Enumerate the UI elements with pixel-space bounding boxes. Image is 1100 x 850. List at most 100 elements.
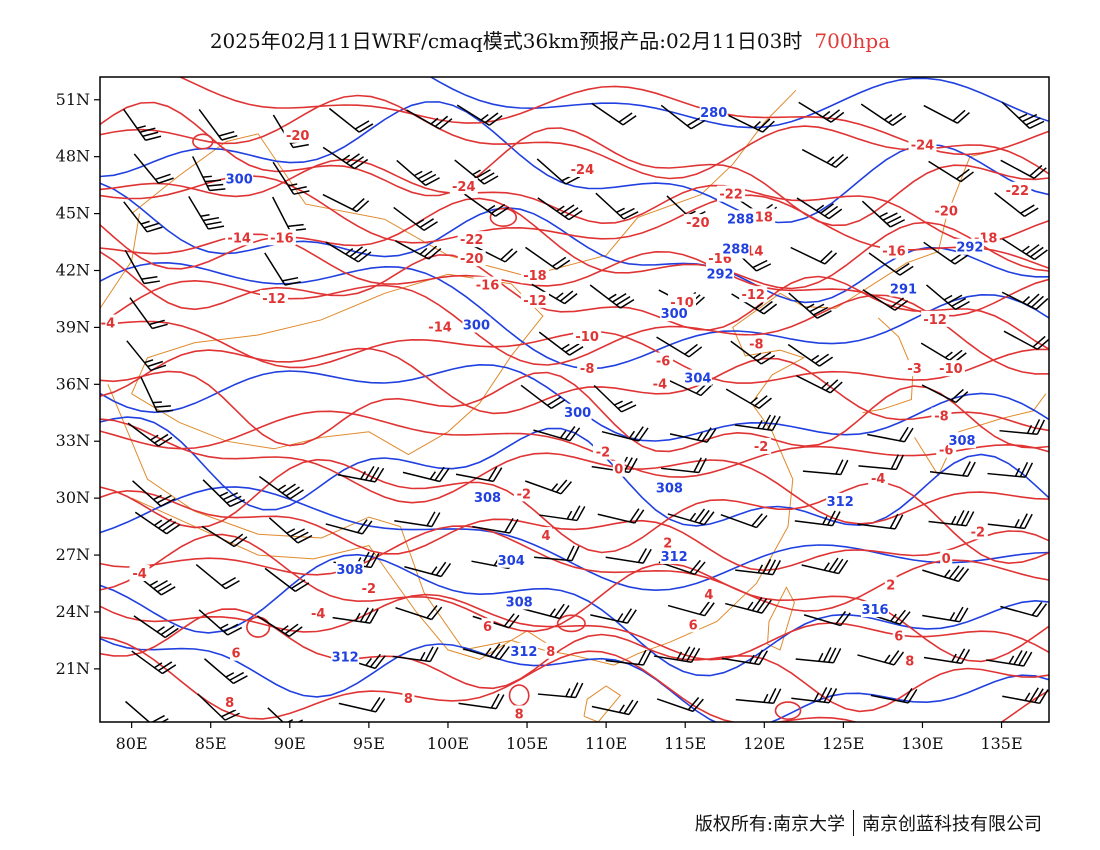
wind-barb <box>396 159 440 186</box>
lon-tick-label: 110E <box>585 734 627 753</box>
wind-barb-feather <box>638 427 649 442</box>
contour-label-bg <box>449 178 478 195</box>
wind-barb-feather <box>886 215 902 225</box>
wind-barb <box>669 427 717 443</box>
temperature-label: -2 <box>754 440 768 455</box>
wind-barb-shaft <box>328 107 360 133</box>
wind-barb-feather <box>888 650 900 665</box>
plot-frame <box>99 76 1050 723</box>
height-label: 308 <box>506 595 533 610</box>
wind-barb-feather <box>949 349 963 361</box>
wind-barb <box>404 561 452 578</box>
wind-barb-shaft <box>325 523 363 535</box>
wind-barb-feather <box>820 203 834 214</box>
temperature-label: -16 <box>270 231 294 246</box>
wind-barb-feather <box>827 647 837 663</box>
contour-label-bg <box>683 369 712 386</box>
temperature-label: 6 <box>483 620 492 635</box>
wind-barb-feather <box>429 647 439 662</box>
wind-barb-feather <box>758 397 772 409</box>
lon-tick-label: 115E <box>664 734 706 753</box>
wind-barb-shaft <box>1000 605 1038 618</box>
wind-barb <box>735 688 782 704</box>
wind-barb-feather <box>143 280 160 285</box>
height-label: 300 <box>226 172 253 187</box>
wind-barb-feather <box>207 183 224 187</box>
wind-barb <box>124 250 160 285</box>
wind-barb <box>337 466 385 483</box>
wind-barb-shaft <box>735 569 774 576</box>
wind-barb <box>858 454 904 471</box>
wind-barb-feather <box>290 185 307 191</box>
wind-barb-feather <box>944 351 953 359</box>
title-main: 2025年02月11日WRF/cmaq模式36km预报产品:02月11日03时 <box>209 29 803 53</box>
wind-barb-feather <box>958 568 970 582</box>
wind-barb <box>589 284 635 309</box>
lat-tick-label: 51N <box>56 90 90 109</box>
wind-barb <box>999 419 1046 436</box>
wind-barb-shaft <box>857 654 895 666</box>
wind-barb <box>191 156 226 192</box>
wind-barb-feather <box>701 427 712 442</box>
wind-barb-feather <box>152 401 162 404</box>
wind-barb <box>322 193 370 213</box>
wind-barb-feather <box>960 649 971 664</box>
contour-label-bg <box>936 360 965 377</box>
wind-barb-feather <box>823 687 833 703</box>
wind-barb-feather <box>621 608 633 623</box>
wind-barb <box>132 480 176 507</box>
wind-barb-feather <box>894 609 906 624</box>
wind-barb-shaft <box>923 104 958 124</box>
wind-barb-feather <box>564 293 578 305</box>
temperature-contour-closed <box>192 133 214 150</box>
wind-barb-feather <box>753 649 764 665</box>
temperature-label: -16 <box>882 245 906 260</box>
wind-barb-feather <box>431 606 443 620</box>
wind-barb-shaft <box>725 388 760 409</box>
wind-barb-shaft <box>870 694 909 704</box>
wind-barb-feather <box>285 486 300 497</box>
wind-barb-shaft <box>539 514 578 522</box>
wind-barb <box>197 693 240 721</box>
wind-barb-feather <box>202 175 212 178</box>
wind-barb <box>394 511 441 528</box>
wind-barb-feather <box>816 310 832 319</box>
wind-barb <box>525 479 572 495</box>
contour-label-bg <box>97 314 118 331</box>
temperature-label: 8 <box>546 645 555 660</box>
wind-barb-feather <box>200 213 210 218</box>
contour-label-bg <box>940 549 953 566</box>
wind-barb-feather <box>551 483 559 491</box>
contour-label-bg <box>706 265 735 282</box>
contour-label-bg <box>746 335 767 352</box>
wind-barb-feather <box>425 177 440 186</box>
wind-barb-feather <box>618 704 625 713</box>
wind-barb-shaft <box>125 700 151 722</box>
wind-barb-feather <box>156 494 172 504</box>
wind-barb-feather <box>142 131 159 137</box>
height-contour <box>100 553 1049 677</box>
contour-label-bg <box>717 185 746 202</box>
wind-barb <box>133 153 174 184</box>
contour-label-bg <box>948 432 977 449</box>
wind-barb-feather <box>1014 467 1021 477</box>
temperature-label: -22 <box>719 188 743 203</box>
wind-barb-feather <box>421 173 437 183</box>
wind-barb-shaft <box>332 616 371 624</box>
temperature-label: -10 <box>939 362 963 377</box>
wind-barb-feather <box>772 688 782 704</box>
wind-barb-feather <box>357 251 372 263</box>
wind-barb-feather <box>423 245 438 258</box>
wind-barb-feather <box>495 206 510 217</box>
height-contour-layer <box>100 77 1049 722</box>
height-label: 312 <box>827 495 854 510</box>
wind-barb-feather <box>369 608 379 624</box>
temperature-label: -8 <box>580 362 594 377</box>
wind-barb-shaft <box>188 196 209 230</box>
wind-barb-feather <box>1036 419 1046 435</box>
wind-barb-feather <box>822 516 828 525</box>
wind-barb <box>731 293 778 315</box>
wind-barb-feather <box>747 601 754 610</box>
wind-barb-feather <box>349 246 363 258</box>
wind-barb-feather <box>633 426 644 441</box>
